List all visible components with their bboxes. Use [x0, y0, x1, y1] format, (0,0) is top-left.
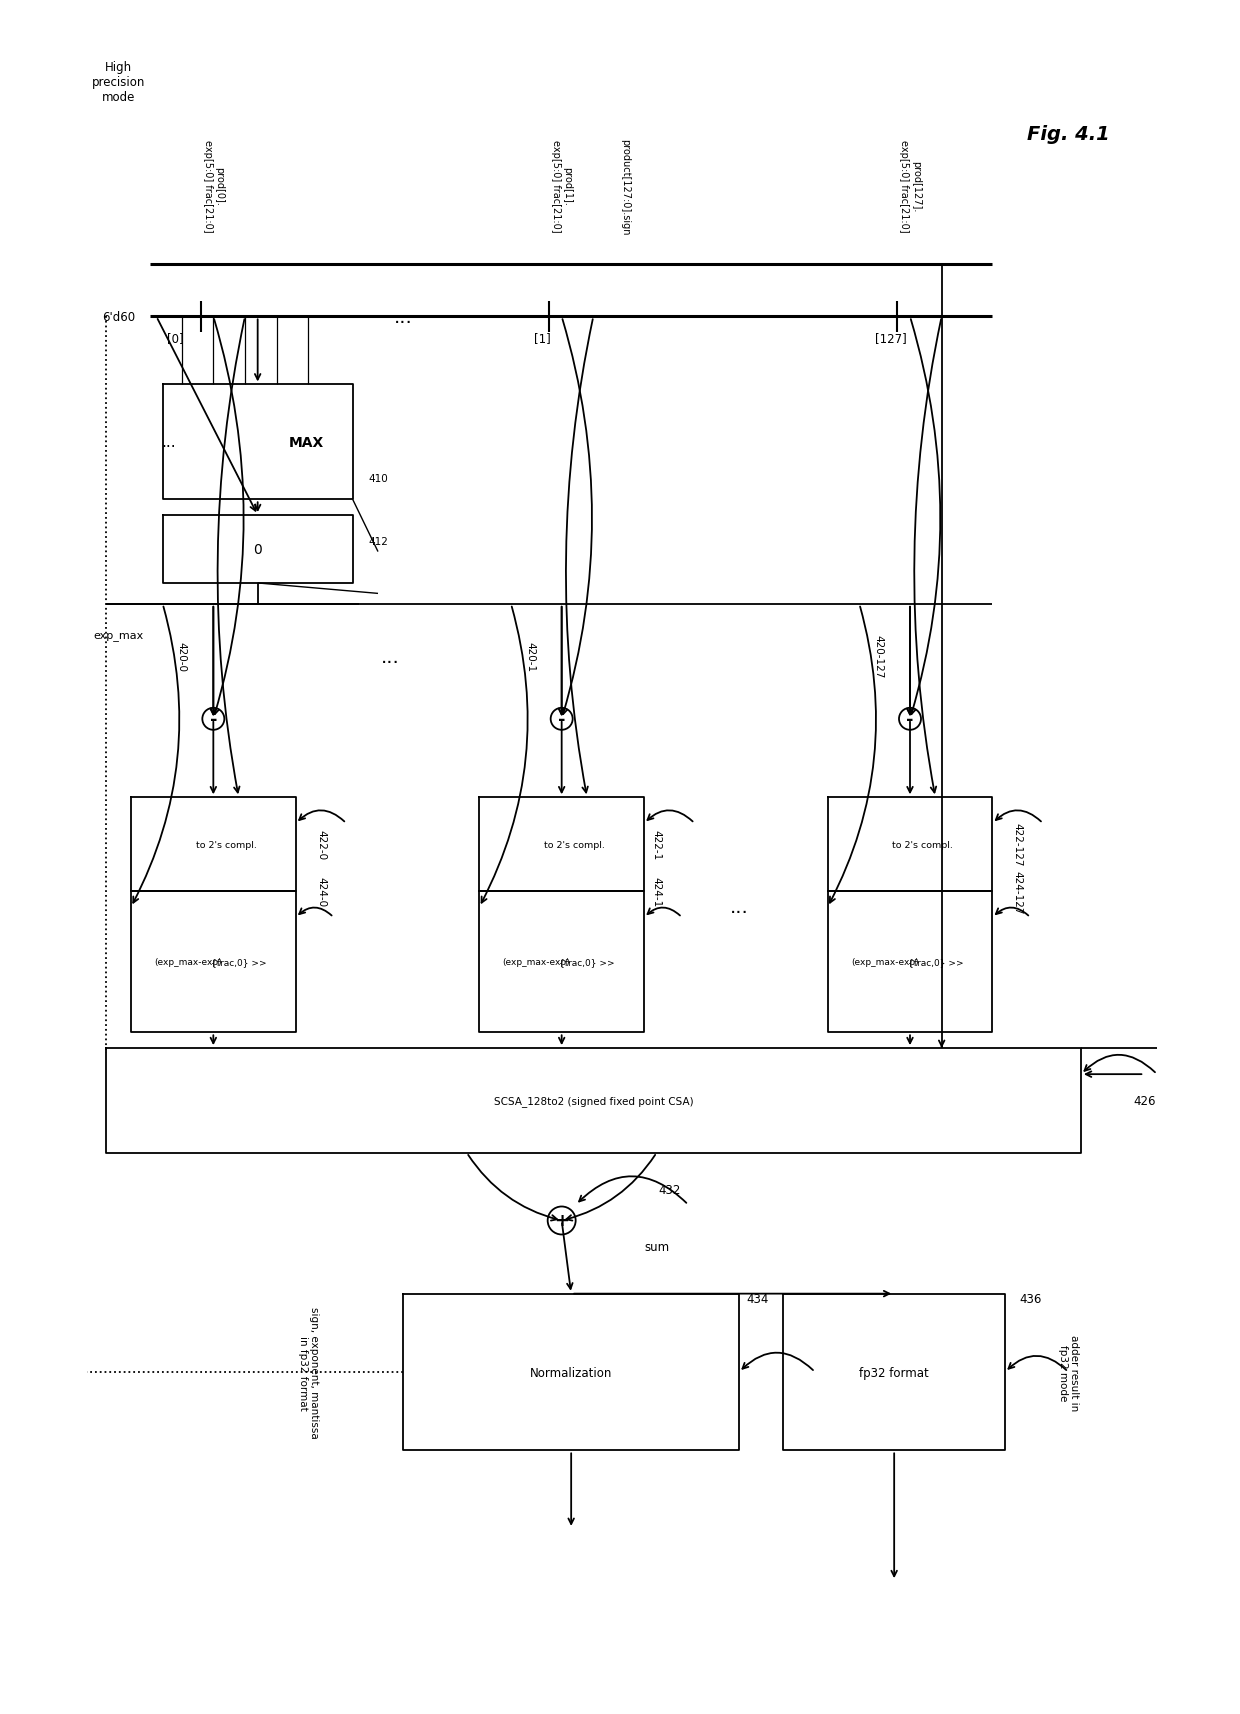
Text: 412: 412	[368, 536, 388, 547]
Text: (exp_max-exp): (exp_max-exp)	[502, 958, 570, 967]
Text: ...: ...	[161, 435, 176, 451]
Circle shape	[899, 708, 921, 730]
Polygon shape	[105, 1049, 1081, 1154]
Text: prod[1].
exp[5:0] frac[21:0]: prod[1]. exp[5:0] frac[21:0]	[551, 141, 573, 233]
Text: 410: 410	[368, 475, 388, 483]
Text: -: -	[906, 710, 914, 728]
Text: SCSA_128to2 (signed fixed point CSA): SCSA_128to2 (signed fixed point CSA)	[494, 1095, 693, 1106]
Text: 424-1: 424-1	[652, 876, 662, 907]
Text: 422-0: 422-0	[316, 830, 326, 860]
Text: prod[0].
exp[5:0] frac[21:0]: prod[0]. exp[5:0] frac[21:0]	[202, 141, 224, 233]
Text: 432: 432	[658, 1183, 681, 1196]
Text: (exp_max-exp): (exp_max-exp)	[851, 958, 919, 967]
Text: High
precision
mode: High precision mode	[92, 60, 145, 105]
Text: {frac,0} >>: {frac,0} >>	[211, 958, 267, 967]
Polygon shape	[827, 891, 992, 1034]
Text: 420-1: 420-1	[525, 641, 534, 672]
Text: MAX: MAX	[289, 435, 324, 449]
Text: to 2's compl.: to 2's compl.	[893, 840, 954, 848]
Text: fp32 format: fp32 format	[859, 1366, 929, 1378]
Text: 0: 0	[253, 543, 262, 557]
Text: 426: 426	[1133, 1094, 1156, 1107]
Text: +: +	[554, 1212, 569, 1229]
Text: {frac,0} >>: {frac,0} >>	[908, 958, 963, 967]
Text: 422-127: 422-127	[1013, 823, 1023, 867]
Text: exp_max: exp_max	[93, 631, 144, 641]
Text: -: -	[210, 710, 217, 728]
Text: -: -	[558, 710, 565, 728]
Text: 420-127: 420-127	[873, 636, 883, 679]
Polygon shape	[131, 891, 295, 1034]
Text: 424-127: 424-127	[1013, 871, 1023, 914]
Text: to 2's compl.: to 2's compl.	[196, 840, 257, 848]
Circle shape	[202, 708, 224, 730]
Text: ...: ...	[729, 898, 749, 917]
Text: to 2's compl.: to 2's compl.	[544, 840, 605, 848]
Text: [127]: [127]	[875, 331, 906, 345]
Text: (exp_max-exp): (exp_max-exp)	[154, 958, 222, 967]
Text: Fig. 4.1: Fig. 4.1	[1027, 125, 1110, 144]
Polygon shape	[480, 797, 644, 891]
Text: 422-1: 422-1	[652, 830, 662, 860]
Circle shape	[551, 708, 573, 730]
Polygon shape	[784, 1294, 1004, 1450]
Text: 420-0: 420-0	[176, 641, 187, 672]
Text: Normalization: Normalization	[529, 1366, 613, 1378]
Text: 436: 436	[1019, 1292, 1042, 1306]
Polygon shape	[480, 891, 644, 1034]
Text: 434: 434	[746, 1292, 769, 1306]
Text: [0]: [0]	[167, 331, 184, 345]
Polygon shape	[131, 797, 295, 891]
Circle shape	[548, 1207, 575, 1234]
Polygon shape	[403, 1294, 739, 1450]
Text: sum: sum	[644, 1241, 670, 1253]
Polygon shape	[827, 797, 992, 891]
Text: ...: ...	[381, 648, 401, 667]
Text: {frac,0} >>: {frac,0} >>	[559, 958, 615, 967]
Text: 424-0: 424-0	[316, 876, 326, 907]
Text: ...: ...	[394, 309, 413, 327]
Text: adder result in
fp32 mode: adder result in fp32 mode	[1058, 1333, 1079, 1411]
Text: sign, exponent, mantissa
in fp32 format: sign, exponent, mantissa in fp32 format	[298, 1306, 319, 1438]
Text: prod[127].
exp[5:0] frac[21:0]: prod[127]. exp[5:0] frac[21:0]	[899, 141, 921, 233]
Text: 6'd60: 6'd60	[102, 310, 135, 324]
Text: product[127:0].sign: product[127:0].sign	[620, 139, 630, 235]
Text: [1]: [1]	[534, 331, 551, 345]
Polygon shape	[162, 516, 352, 583]
Polygon shape	[162, 386, 352, 500]
